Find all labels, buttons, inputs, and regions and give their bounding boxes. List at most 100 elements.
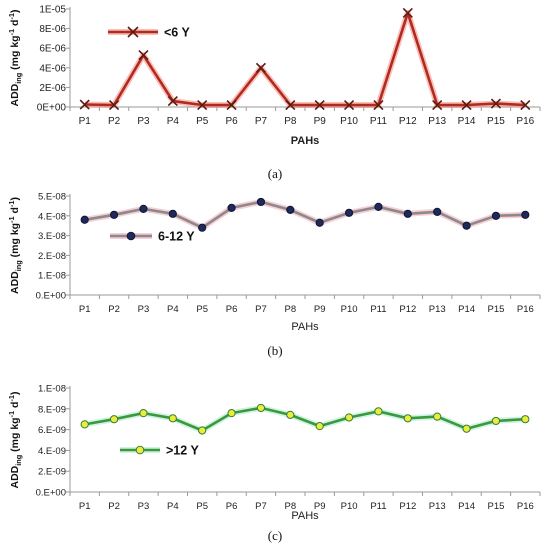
y-axis-title-part: (mg kg <box>9 35 21 72</box>
x-tick-label: P11 <box>370 116 387 127</box>
data-point <box>462 424 471 433</box>
data-point <box>198 426 207 435</box>
data-point <box>433 412 442 421</box>
data-point <box>491 416 501 426</box>
figure-caption: (c) <box>268 528 282 543</box>
x-tick-label: P5 <box>196 116 209 127</box>
y-axis-title-part: -1 <box>7 13 16 20</box>
y-axis-title-part: ) <box>9 9 21 13</box>
x-tick-label: P1 <box>79 304 91 315</box>
data-point <box>315 422 324 431</box>
data-point <box>167 96 178 107</box>
x-tick-label: P1 <box>79 501 91 512</box>
x-tick-label: P8 <box>285 304 297 315</box>
x-tick-label: P7 <box>255 116 268 127</box>
data-point <box>139 409 148 418</box>
data-point <box>403 414 412 423</box>
data-point <box>197 99 208 111</box>
y-tick-label: 6E-06 <box>39 44 66 55</box>
x-tick-label: P9 <box>314 304 326 315</box>
y-axis-title: ADDing (mg kg-1 d-1) <box>7 197 23 294</box>
y-tick-label: 1.E-08 <box>38 384 66 395</box>
x-tick-label: P9 <box>314 116 327 127</box>
data-point <box>285 99 296 111</box>
chart-3: 0.E+00 2.E-09 4.E-09 6.E-09 8.E-09 1.E-08 P1 P2… <box>7 384 541 543</box>
x-tick-label: P12 <box>399 501 416 512</box>
y-axis-title-part: -1 <box>7 216 16 223</box>
x-tick-label: P13 <box>429 501 446 512</box>
y-axis-title-part: ADD <box>9 83 21 106</box>
y-axis-title-part: ing <box>14 73 23 84</box>
x-tick-label: P9 <box>314 501 326 512</box>
y-tick-label: 5.E-08 <box>38 192 66 203</box>
y-axis-title-part: -1 <box>7 411 16 418</box>
x-axis-title: PAHs <box>291 510 319 522</box>
data-point <box>315 218 324 227</box>
data-point <box>109 415 119 424</box>
y-tick-label: 4.E-08 <box>38 211 66 222</box>
y-axis-title: ADDing (mg kg-1 d-1) <box>7 9 23 106</box>
series-glow <box>84 9 526 108</box>
x-tick-label: P4 <box>167 116 180 127</box>
data-point <box>521 210 530 219</box>
y-axis-title-part: (mg kg <box>9 417 21 454</box>
data-point <box>461 99 472 111</box>
x-tick-label: P10 <box>341 304 358 315</box>
x-axis-title: PAHs <box>291 321 319 333</box>
x-tick-label: P15 <box>487 116 505 127</box>
y-axis-title-part: -1 <box>7 395 16 402</box>
data-point <box>256 403 266 413</box>
data-point <box>344 413 354 422</box>
y-tick-label: 4E-06 <box>39 63 66 74</box>
x-tick-label: P6 <box>225 116 238 127</box>
y-axis-title-part: ADD <box>9 465 21 488</box>
data-point <box>226 99 237 111</box>
data-point <box>255 62 267 73</box>
data-point <box>138 49 149 61</box>
data-point <box>462 221 471 230</box>
chart-2: 0.E+00 1.E-08 2.E-08 3.E-08 4.E-08 5.E-08 P1 P2… <box>7 192 541 358</box>
y-tick-label: 1.E-08 <box>38 271 66 282</box>
data-point <box>227 409 236 418</box>
data-point <box>343 99 355 111</box>
y-axis-title-part: ) <box>9 391 21 395</box>
x-tick-label: P10 <box>340 116 358 127</box>
x-tick-label: P7 <box>255 501 267 512</box>
x-tick-label: P16 <box>517 501 534 512</box>
y-axis-title-part: ADD <box>9 271 21 294</box>
data-point <box>109 210 119 219</box>
data-point <box>108 99 120 111</box>
x-tick-label: P16 <box>517 304 534 315</box>
y-tick-label: 1E-05 <box>39 5 66 16</box>
x-tick-label: P3 <box>138 304 150 315</box>
x-tick-label: P4 <box>167 501 179 512</box>
legend: <6 Y <box>108 26 190 40</box>
data-point <box>374 202 383 211</box>
y-axis-title-part: d <box>9 20 21 29</box>
data-point <box>286 205 295 214</box>
x-tick-label: P8 <box>284 116 297 127</box>
data-point <box>80 215 89 224</box>
x-tick-label: P13 <box>428 116 446 127</box>
x-tick-label: P6 <box>226 501 238 512</box>
y-tick-label: 4.E-09 <box>38 446 66 457</box>
y-tick-label: 0.E+00 <box>36 291 66 302</box>
legend-marker <box>135 445 145 455</box>
data-point <box>168 209 177 218</box>
series-line-1 <box>84 406 526 432</box>
x-tick-label: P8 <box>285 501 297 512</box>
data-point <box>286 410 295 419</box>
data-point <box>402 7 413 18</box>
x-tick-label: P1 <box>79 116 92 127</box>
y-axis-title-part: ing <box>14 455 23 466</box>
data-point <box>490 98 502 109</box>
data-point <box>374 407 383 416</box>
data-point <box>432 99 443 111</box>
x-tick-label: P14 <box>458 116 476 127</box>
x-tick-label: P2 <box>108 116 121 127</box>
x-tick-label: P2 <box>108 501 120 512</box>
legend-label: 6-12 Y <box>158 230 195 244</box>
x-tick-label: P10 <box>341 501 358 512</box>
y-axis-title-part: ing <box>14 260 23 271</box>
